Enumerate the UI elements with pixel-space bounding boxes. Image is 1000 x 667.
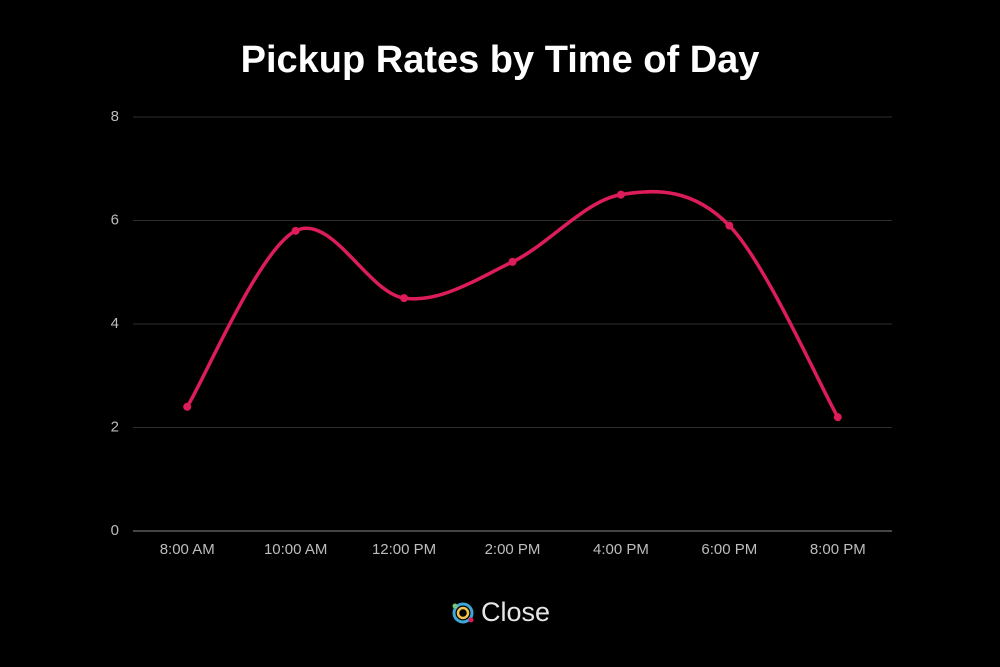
y-tick-label: 8: [111, 108, 119, 125]
point: [508, 257, 517, 266]
logo: Close: [452, 597, 550, 627]
logo-icon: [456, 606, 470, 620]
point: [183, 402, 192, 411]
x-tick-label: 4:00 PM: [593, 541, 649, 558]
point: [833, 413, 842, 422]
point: [291, 226, 300, 235]
logo-icon: [452, 603, 458, 609]
point: [400, 294, 409, 303]
x-tick-label: 6:00 PM: [701, 541, 757, 558]
chart-title: Pickup Rates by Time of Day: [241, 39, 760, 81]
x-tick-label: 10:00 AM: [264, 541, 327, 558]
y-tick-label: 0: [111, 522, 119, 539]
x-tick-label: 8:00 AM: [160, 541, 215, 558]
y-tick-label: 2: [111, 418, 119, 435]
x-tick-label: 2:00 PM: [485, 541, 541, 558]
x-tick-label: 8:00 PM: [810, 541, 866, 558]
logo-icon: [452, 602, 474, 624]
point: [616, 190, 625, 199]
x-tick-label: 12:00 PM: [372, 541, 436, 558]
y-tick-label: 4: [111, 315, 119, 332]
y-tick-label: 6: [111, 211, 119, 228]
logo-text: Close: [481, 597, 550, 627]
logo-icon: [468, 617, 474, 623]
point: [725, 221, 734, 230]
